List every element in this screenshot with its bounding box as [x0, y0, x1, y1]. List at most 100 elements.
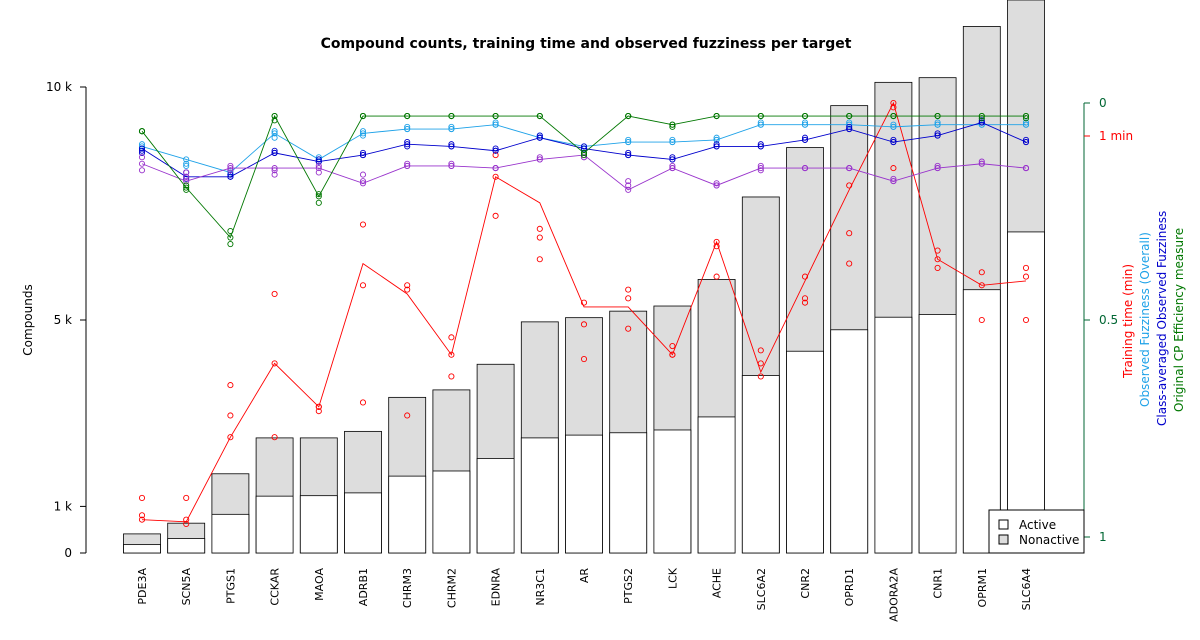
- point-cp_efficiency: [271, 112, 278, 120]
- point-training_time: [713, 243, 720, 250]
- point-observed_fuzziness_overall: [801, 121, 809, 128]
- point-training_time: [801, 273, 809, 280]
- point-cp_efficiency: [227, 240, 234, 248]
- point-class_averaged_fuzziness: [978, 119, 985, 126]
- point-training_time: [580, 356, 588, 363]
- point-class_averaged_purple: [846, 165, 853, 172]
- point-class_averaged_purple: [713, 180, 720, 187]
- point-class_averaged_fuzziness: [669, 156, 676, 163]
- point-training_time: [227, 382, 234, 389]
- right-axis: 0 0.5 1 1 min: [1083, 96, 1133, 544]
- point-class_averaged_purple: [138, 154, 146, 161]
- point-cp_efficiency: [978, 112, 985, 120]
- point-training_time: [536, 256, 543, 263]
- point-observed_fuzziness_overall: [359, 132, 367, 139]
- point-observed_fuzziness_overall: [183, 160, 190, 167]
- point-class_averaged_purple: [359, 180, 367, 187]
- point-class_averaged_fuzziness: [227, 173, 234, 180]
- point-training_time: [492, 173, 499, 180]
- point-class_averaged_purple: [669, 165, 676, 172]
- point-class_averaged_purple: [890, 175, 897, 182]
- bar-active: [962, 289, 1001, 554]
- point-training_time: [315, 408, 322, 415]
- left-tick-label: 10 k: [46, 80, 72, 94]
- point-training_time: [934, 256, 941, 263]
- point-cp_efficiency: [448, 112, 455, 120]
- point-class_averaged_fuzziness: [846, 123, 853, 130]
- point-observed_fuzziness_overall: [801, 119, 809, 126]
- time-tick-label: 1 min: [1099, 129, 1133, 143]
- point-training_time: [934, 247, 941, 254]
- point-class_averaged_fuzziness: [138, 147, 146, 154]
- point-class_averaged_fuzziness: [448, 141, 455, 148]
- point-class_averaged_fuzziness: [359, 149, 367, 156]
- point-training_time: [404, 412, 411, 419]
- point-class_averaged_fuzziness: [934, 130, 941, 137]
- point-class_averaged_purple: [625, 182, 632, 189]
- point-class_averaged_fuzziness: [271, 147, 278, 154]
- bar-active: [874, 316, 913, 554]
- point-observed_fuzziness_overall: [359, 128, 367, 135]
- point-training_time: [448, 373, 455, 380]
- point-class_averaged_purple: [536, 156, 543, 163]
- category-label: SLC6A4: [1020, 568, 1033, 610]
- point-training_time: [757, 347, 764, 354]
- point-class_averaged_purple: [934, 165, 941, 172]
- point-training_time: [492, 212, 499, 219]
- point-training_time: [404, 286, 411, 293]
- bar-active: [344, 492, 382, 554]
- category-label: SLC6A2: [755, 568, 768, 610]
- point-class_averaged_fuzziness: [669, 154, 676, 161]
- point-class_averaged_fuzziness: [271, 149, 278, 156]
- bar-active: [697, 416, 736, 554]
- point-training_time: [669, 342, 676, 350]
- point-observed_fuzziness_overall: [625, 136, 632, 143]
- point-observed_fuzziness_overall: [757, 119, 764, 126]
- point-cp_efficiency: [978, 115, 985, 122]
- bar-active: [1007, 231, 1045, 554]
- point-class_averaged_purple: [404, 160, 411, 167]
- line-training_time: [141, 101, 1027, 523]
- point-class_averaged_purple: [227, 167, 234, 174]
- point-training_time: [890, 99, 897, 107]
- point-cp_efficiency: [359, 112, 367, 120]
- category-label: CNR2: [799, 568, 812, 599]
- point-training_time: [846, 182, 853, 189]
- point-training_time: [934, 264, 941, 271]
- bar-active: [123, 544, 161, 554]
- point-training_time: [227, 434, 234, 441]
- point-class_averaged_purple: [183, 173, 190, 180]
- point-observed_fuzziness_overall: [271, 128, 278, 135]
- point-class_averaged_purple: [448, 162, 455, 169]
- point-training_time: [271, 360, 278, 367]
- point-class_averaged_fuzziness: [315, 158, 322, 165]
- point-cp_efficiency: [801, 112, 809, 120]
- point-training_time: [1022, 273, 1030, 280]
- category-label: LCK: [666, 567, 679, 589]
- point-class_averaged_fuzziness: [757, 141, 764, 148]
- point-class_averaged_fuzziness: [1022, 139, 1030, 146]
- point-observed_fuzziness_overall: [1022, 119, 1030, 126]
- point-observed_fuzziness_overall: [492, 119, 499, 126]
- point-class_averaged_purple: [580, 154, 588, 161]
- point-class_averaged_purple: [271, 165, 278, 172]
- point-cp_efficiency: [580, 149, 588, 156]
- point-cp_efficiency: [138, 128, 146, 135]
- point-class_averaged_purple: [757, 165, 764, 172]
- point-class_averaged_purple: [625, 178, 632, 185]
- point-cp_efficiency: [315, 193, 322, 200]
- point-observed_fuzziness_overall: [404, 123, 411, 130]
- point-class_averaged_fuzziness: [1022, 136, 1030, 143]
- point-training_time: [801, 299, 809, 306]
- point-training_time: [625, 325, 632, 332]
- point-training_time: [801, 295, 809, 302]
- point-class_averaged_purple: [978, 160, 985, 167]
- point-class_averaged_fuzziness: [801, 136, 809, 143]
- point-training_time: [1022, 264, 1030, 271]
- point-class_averaged_fuzziness: [138, 149, 146, 156]
- point-training_time: [580, 321, 588, 328]
- point-training_time: [846, 230, 853, 237]
- point-class_averaged_purple: [757, 162, 764, 169]
- point-training_time: [315, 403, 322, 410]
